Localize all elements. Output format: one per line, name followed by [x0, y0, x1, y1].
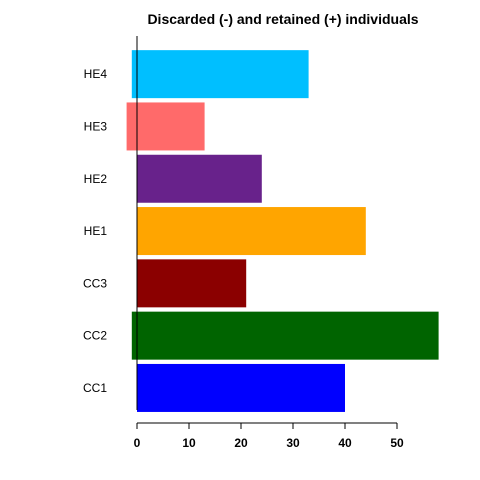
bar-retained-cc1: [137, 363, 345, 412]
bar-retained-he4: [137, 50, 309, 99]
bar-retained-cc2: [137, 311, 439, 360]
y-tick-label-cc2: CC2: [83, 329, 107, 343]
bars-group: [126, 50, 439, 412]
bar-retained-cc3: [137, 259, 247, 308]
chart-title: Discarded (-) and retained (+) individua…: [147, 11, 418, 27]
x-tick-label: 30: [286, 436, 300, 450]
y-tick-label-he1: HE1: [84, 224, 108, 238]
x-tick-label: 0: [134, 436, 141, 450]
bar-discarded-he3: [126, 102, 137, 151]
y-tick-labels: CC1 CC2 CC3 HE1 HE2 HE3 HE4: [83, 67, 107, 395]
x-tick-label: 20: [234, 436, 248, 450]
bar-discarded-cc2: [131, 311, 137, 360]
bar-retained-he1: [137, 207, 366, 256]
x-tick-label: 10: [182, 436, 196, 450]
bar-discarded-he4: [131, 50, 137, 99]
y-tick-label-he2: HE2: [84, 172, 108, 186]
x-tick-label: 50: [390, 436, 404, 450]
y-tick-label-cc3: CC3: [83, 276, 107, 290]
y-tick-label-he4: HE4: [84, 67, 108, 81]
bar-retained-he2: [137, 154, 262, 203]
x-tick-label: 40: [338, 436, 352, 450]
y-tick-label-he3: HE3: [84, 119, 108, 133]
bar-retained-he3: [137, 102, 205, 151]
x-axis: 0 10 20 30 40 50: [134, 422, 404, 450]
y-tick-label-cc1: CC1: [83, 381, 107, 395]
